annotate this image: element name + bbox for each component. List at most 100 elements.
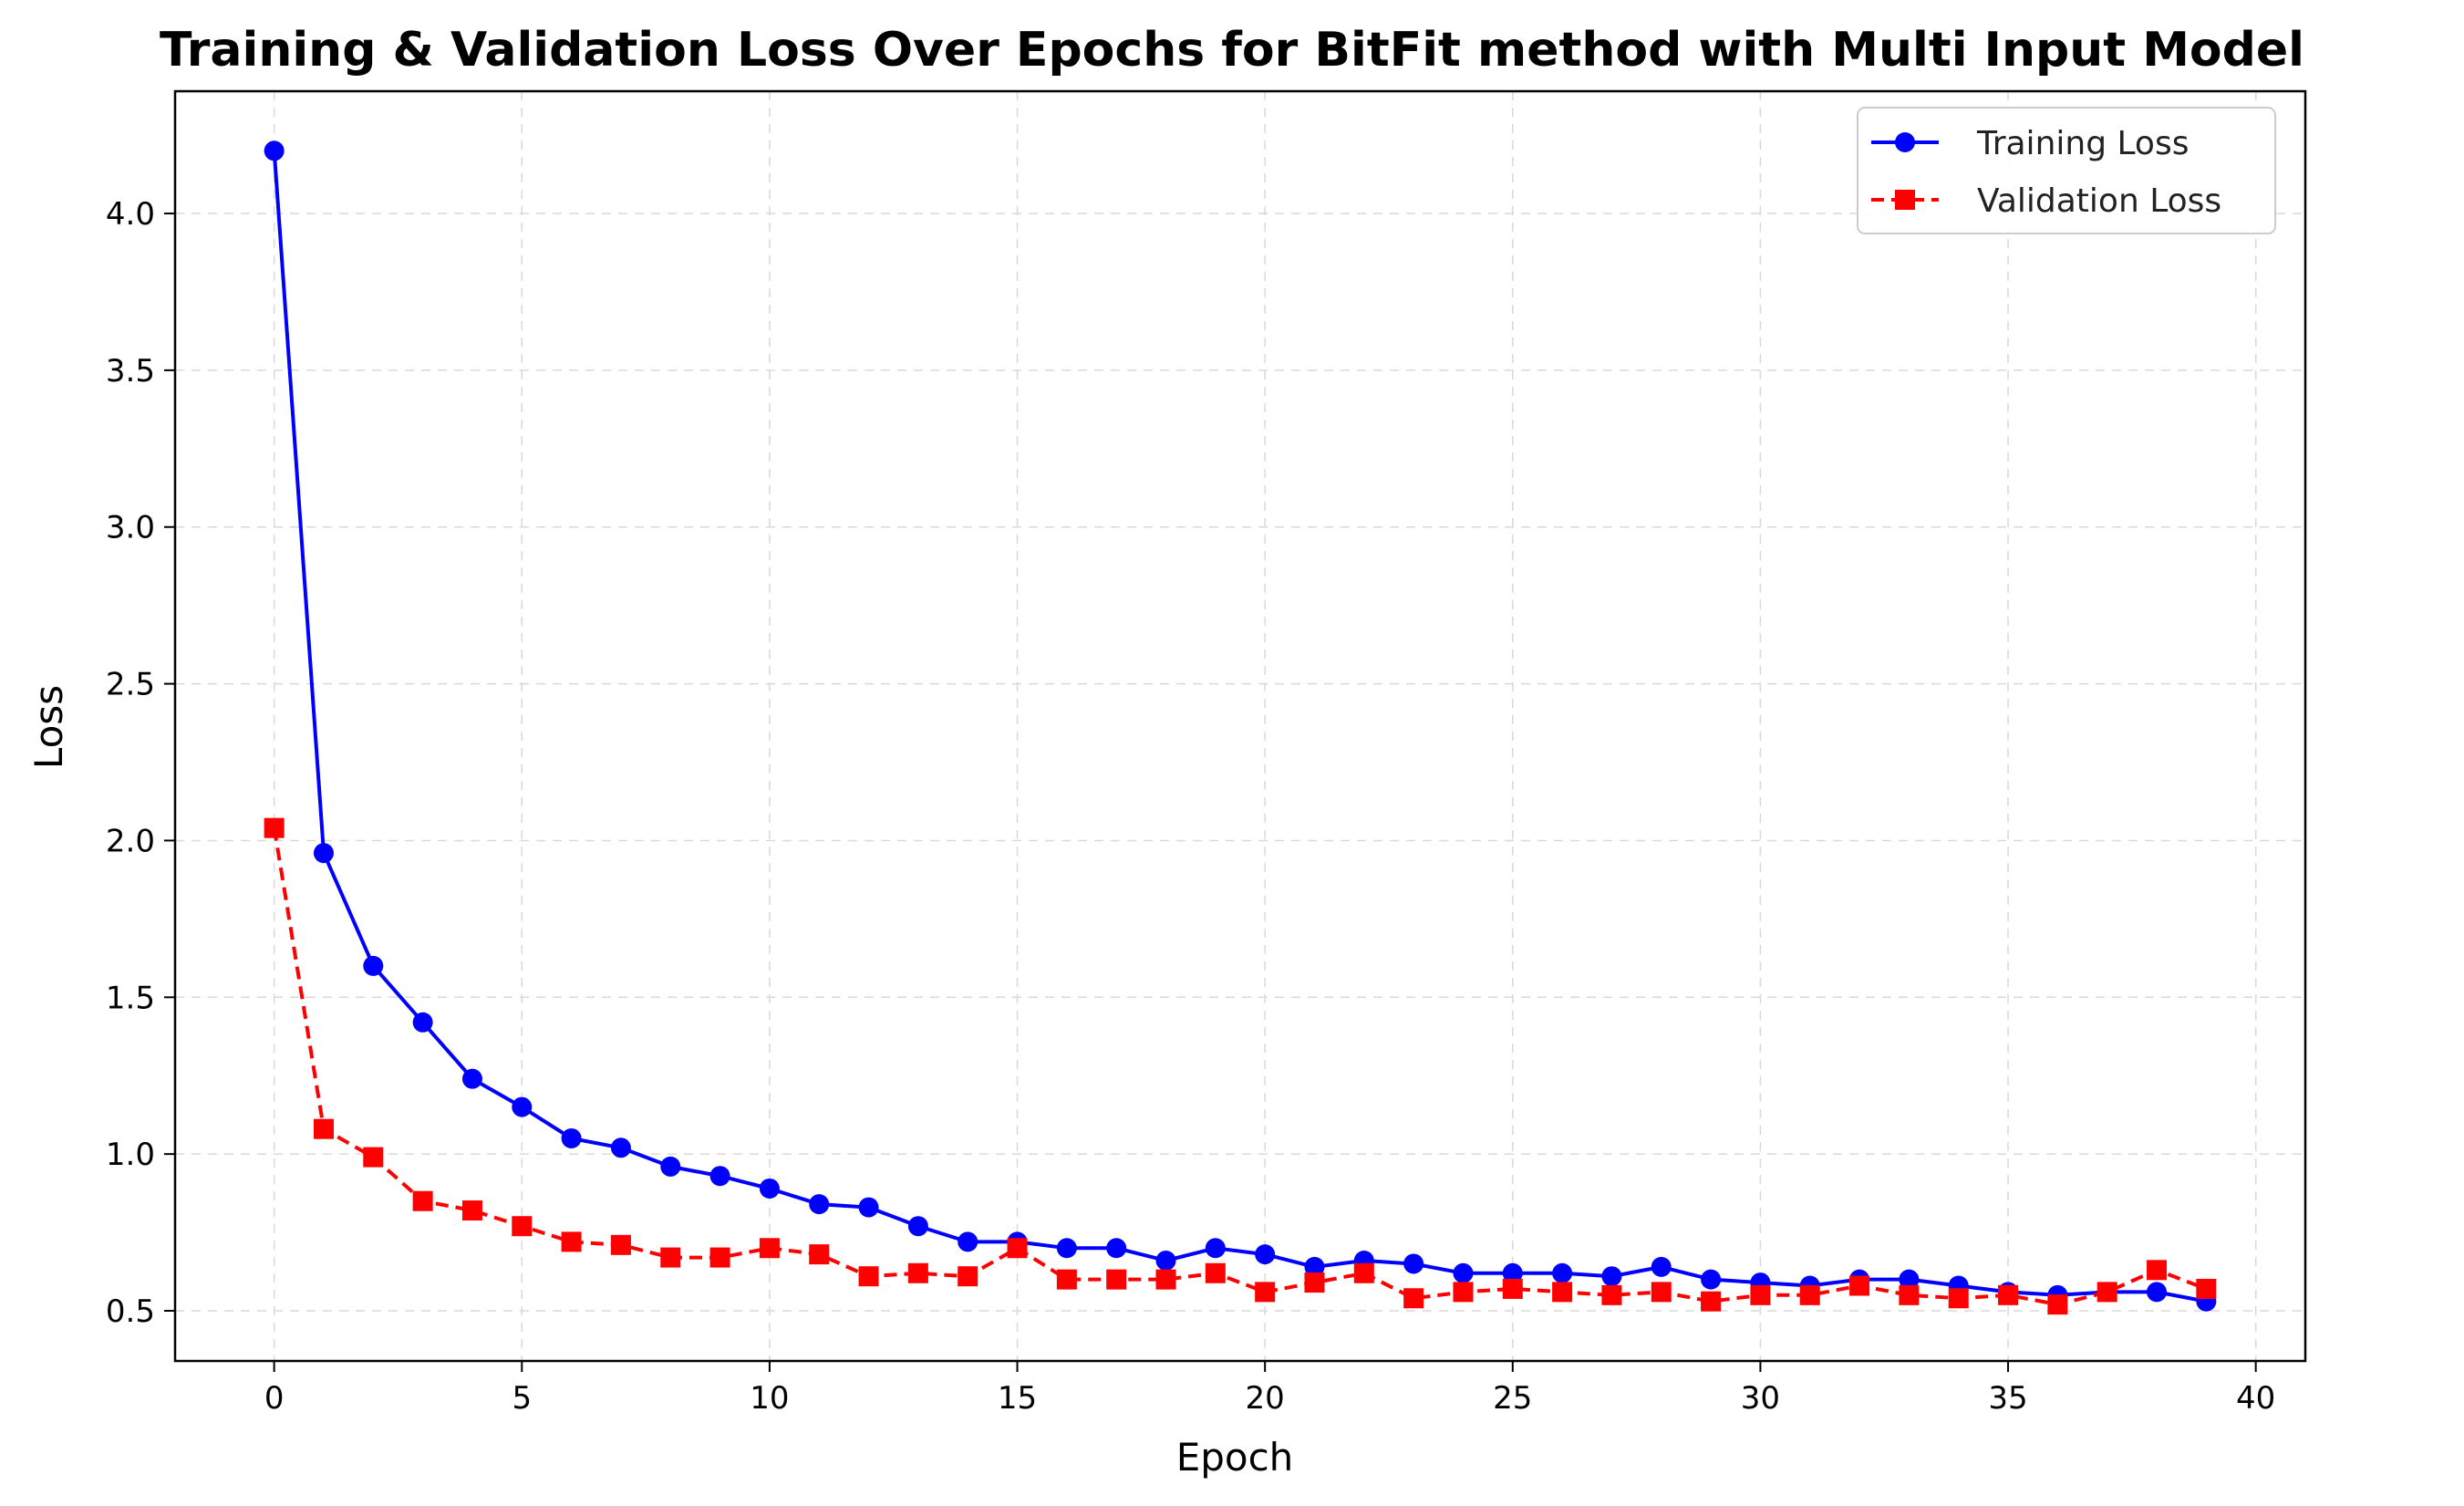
data-point xyxy=(1552,1262,1573,1283)
y-tick-label: 3.0 xyxy=(106,510,155,546)
y-tick-label: 0.5 xyxy=(106,1293,155,1330)
data-point xyxy=(2147,1260,2168,1281)
data-point xyxy=(512,1216,533,1237)
data-point xyxy=(2047,1294,2068,1315)
data-point xyxy=(1750,1284,1771,1305)
y-tick-label: 4.0 xyxy=(106,196,155,233)
data-point xyxy=(1948,1288,1969,1309)
data-point xyxy=(412,1190,433,1211)
data-point xyxy=(1155,1251,1176,1272)
data-point xyxy=(1403,1253,1424,1274)
data-point xyxy=(1304,1272,1325,1293)
x-tick-label: 25 xyxy=(1493,1380,1532,1417)
data-point xyxy=(958,1231,978,1252)
legend: Training Loss Validation Loss xyxy=(1857,107,2276,234)
data-point xyxy=(809,1194,830,1215)
data-point xyxy=(709,1247,730,1268)
plot-frame xyxy=(173,89,2307,1363)
data-point xyxy=(1502,1262,1523,1283)
data-point xyxy=(1106,1238,1127,1259)
data-point xyxy=(1601,1284,1622,1305)
x-tick-label: 10 xyxy=(750,1380,789,1417)
x-tick-label: 20 xyxy=(1246,1380,1285,1417)
legend-marker-training xyxy=(1895,132,1915,152)
y-axis-label: Loss xyxy=(26,685,71,769)
data-point xyxy=(1056,1238,1077,1259)
data-point xyxy=(660,1247,681,1268)
legend-label-training: Training Loss xyxy=(1976,125,2189,162)
data-point xyxy=(1998,1284,2019,1305)
data-point xyxy=(660,1156,681,1177)
series-validation-loss xyxy=(264,817,2217,1315)
data-point xyxy=(1601,1266,1622,1287)
data-point xyxy=(561,1231,582,1252)
data-point xyxy=(858,1266,879,1287)
legend-marker-validation xyxy=(1895,190,1915,210)
data-point xyxy=(1205,1238,1226,1259)
data-point xyxy=(759,1178,780,1199)
series-layer xyxy=(264,140,2217,1315)
data-point xyxy=(264,817,285,838)
data-point xyxy=(2196,1278,2217,1299)
y-tick-label: 3.5 xyxy=(106,353,155,389)
data-point xyxy=(1453,1262,1474,1283)
data-point xyxy=(1552,1282,1573,1303)
data-point xyxy=(759,1238,780,1259)
data-point xyxy=(1155,1269,1176,1290)
data-point xyxy=(363,955,384,976)
series-training-loss xyxy=(264,140,2217,1312)
data-point xyxy=(1701,1291,1722,1312)
data-point xyxy=(313,1118,334,1139)
data-point xyxy=(1106,1269,1127,1290)
data-point xyxy=(512,1096,533,1117)
x-tick-label: 15 xyxy=(998,1380,1037,1417)
data-point xyxy=(1799,1284,1820,1305)
data-point xyxy=(958,1266,978,1287)
data-point xyxy=(1849,1275,1870,1296)
data-point xyxy=(809,1244,830,1265)
data-point xyxy=(412,1012,433,1033)
data-point xyxy=(1651,1256,1672,1277)
data-point xyxy=(2096,1282,2117,1303)
x-tick-label: 40 xyxy=(2236,1380,2275,1417)
data-point xyxy=(363,1147,384,1168)
y-tick-label: 2.0 xyxy=(106,823,155,859)
data-point xyxy=(1353,1262,1374,1283)
y-tick-label: 1.5 xyxy=(106,980,155,1016)
legend-label-validation: Validation Loss xyxy=(1977,182,2221,220)
data-point xyxy=(709,1166,730,1187)
series-line xyxy=(272,151,2207,1303)
data-point xyxy=(561,1127,582,1148)
data-point xyxy=(610,1137,631,1158)
data-point xyxy=(1701,1269,1722,1290)
y-tick-label: 1.0 xyxy=(106,1137,155,1173)
data-point xyxy=(907,1216,928,1237)
data-point xyxy=(1899,1269,1920,1290)
y-tick-label: 2.5 xyxy=(106,667,155,703)
series-line xyxy=(272,827,2208,1307)
x-tick-label: 30 xyxy=(1741,1380,1780,1417)
data-point xyxy=(1205,1262,1226,1283)
data-point xyxy=(1255,1244,1276,1265)
data-point xyxy=(1304,1256,1325,1277)
data-point xyxy=(1651,1282,1672,1303)
data-point xyxy=(461,1200,482,1221)
data-point xyxy=(1056,1269,1077,1290)
data-point xyxy=(1899,1284,1920,1305)
data-point xyxy=(610,1234,631,1255)
x-tick-label: 5 xyxy=(512,1380,532,1417)
data-point xyxy=(1007,1238,1028,1259)
legend-box xyxy=(1857,107,2276,234)
data-point xyxy=(1255,1282,1276,1303)
axis-ticks: 0 5 10 15 20 25 30 35 40 0.5 1.0 1.5 2.0 2.5 3.0 3.5 4.0 xyxy=(106,196,2275,1417)
data-point xyxy=(1453,1282,1474,1303)
data-point xyxy=(264,140,285,161)
data-point xyxy=(1502,1278,1523,1299)
x-tick-label: 35 xyxy=(1988,1380,2027,1417)
x-axis-label: Epoch xyxy=(1176,1435,1294,1480)
data-point xyxy=(907,1262,928,1283)
data-point xyxy=(461,1068,482,1089)
data-point xyxy=(313,843,334,864)
